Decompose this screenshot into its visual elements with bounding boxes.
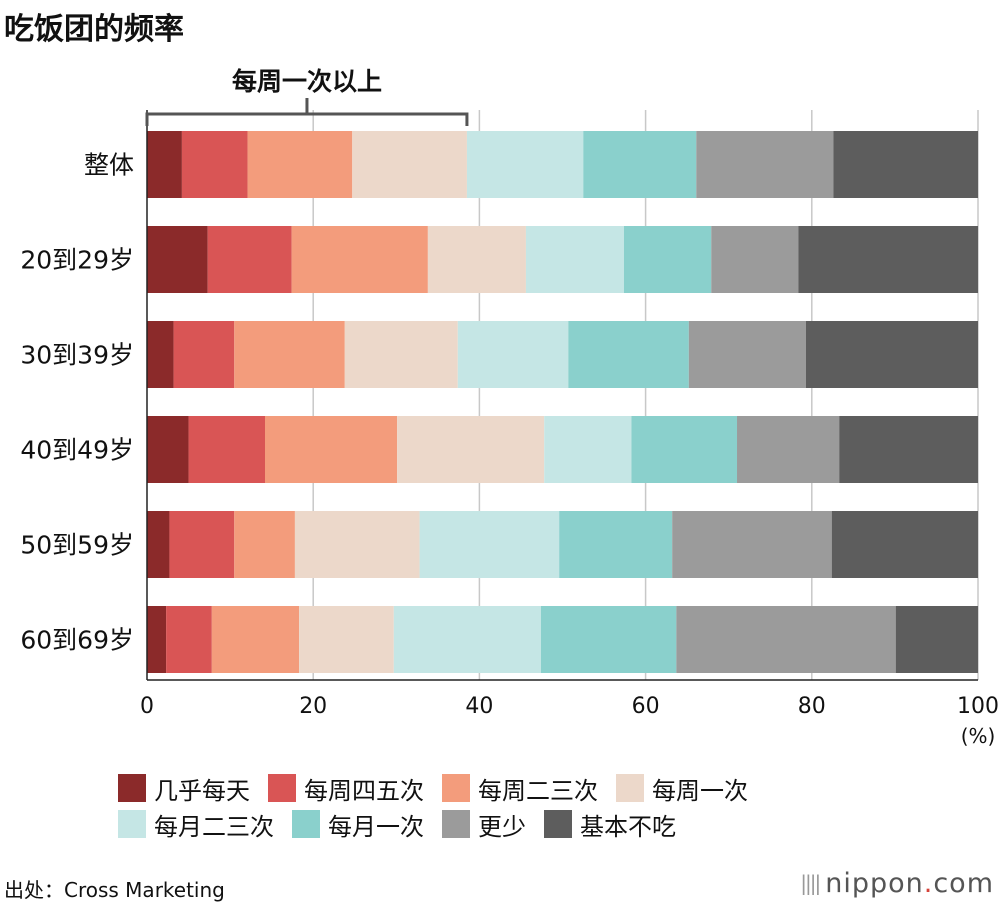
bar-segment: [147, 511, 170, 578]
legend-label: 每月二三次: [154, 812, 274, 841]
legend-row-1: 几乎每天 每周四五次 每周二三次 每周一次: [118, 770, 918, 806]
legend-item: 每周二三次: [442, 771, 598, 806]
bar-segment: [672, 511, 832, 578]
bar-segment: [631, 416, 738, 483]
bar-segment: [711, 226, 799, 293]
brand-dot: .: [923, 868, 934, 899]
bar-segment: [540, 606, 677, 673]
x-tick-label: 60: [632, 694, 660, 719]
category-label: 整体: [84, 151, 134, 180]
legend-label: 基本不吃: [580, 812, 676, 841]
category-label: 30到39岁: [20, 341, 134, 370]
category-label: 60到69岁: [20, 626, 134, 655]
bar-segment: [169, 511, 235, 578]
bar-segment: [676, 606, 896, 673]
bar-segment: [805, 321, 978, 388]
legend-swatch: [442, 810, 470, 838]
bar-segment: [234, 321, 345, 388]
bar-segment: [393, 606, 541, 673]
bar-segment: [466, 131, 584, 198]
legend-label: 更少: [478, 812, 526, 841]
bar-segment: [688, 321, 806, 388]
bar-segment: [147, 131, 182, 198]
bar-segment: [831, 511, 978, 578]
brand-tld: com: [933, 868, 994, 899]
bar-segment: [419, 511, 560, 578]
bar-segment: [397, 416, 545, 483]
bar-segment: [352, 131, 467, 198]
category-label: 40到49岁: [20, 436, 134, 465]
bar-segment: [294, 511, 420, 578]
bar-segment: [544, 416, 632, 483]
x-unit-label: (%): [961, 724, 996, 748]
bar-segment: [166, 606, 212, 673]
chart-title: 吃饭团的频率: [4, 12, 184, 47]
bar-segment: [737, 416, 840, 483]
legend-swatch: [292, 810, 320, 838]
bar-segment: [234, 511, 295, 578]
bar-segment: [583, 131, 697, 198]
bar-segment: [147, 226, 208, 293]
bar-segment: [559, 511, 673, 578]
legend-swatch: [616, 774, 644, 802]
bar-segment: [147, 321, 174, 388]
x-tick-label: 100: [957, 694, 999, 719]
bar-segment: [247, 131, 353, 198]
legend-label: 每月一次: [328, 812, 424, 841]
legend-item: 更少: [442, 807, 526, 842]
x-tick-label: 40: [465, 694, 493, 719]
legend-item: 每月一次: [292, 807, 424, 842]
x-tick-label: 20: [299, 694, 327, 719]
bar-segment: [895, 606, 978, 673]
bar-segment: [211, 606, 300, 673]
category-label: 50到59岁: [20, 531, 134, 560]
bar-segment: [299, 606, 394, 673]
legend-label: 每周一次: [652, 776, 748, 805]
legend-swatch: [118, 774, 146, 802]
x-tick-label: 0: [140, 694, 154, 719]
stacked-bar-chart: 整体 20到29岁 30到39岁 40到49岁 50到59岁 60到69岁 0 20 40 60 8…: [20, 67, 999, 748]
legend-item: 几乎每天: [118, 771, 250, 806]
bar-segment: [173, 321, 235, 388]
bar-segment: [181, 131, 248, 198]
bar-segment: [525, 226, 624, 293]
bar-segment: [833, 131, 978, 198]
legend-item: 基本不吃: [544, 807, 676, 842]
bar-segment: [207, 226, 292, 293]
bar-segment: [188, 416, 266, 483]
bracket: [145, 112, 469, 126]
bar-segment: [265, 416, 398, 483]
legend-row-2: 每月二三次 每月一次 更少 基本不吃: [118, 806, 918, 842]
bar-segment: [291, 226, 428, 293]
bar-segment: [457, 321, 569, 388]
bar-segment: [839, 416, 978, 483]
legend-swatch: [118, 810, 146, 838]
source-note: 出处：Cross Marketing: [4, 878, 225, 902]
legend-swatch: [442, 774, 470, 802]
legend-item: 每周四五次: [268, 771, 424, 806]
legend-item: 每月二三次: [118, 807, 274, 842]
legend-label: 每周四五次: [304, 776, 424, 805]
brand-name: nippon: [825, 868, 924, 899]
legend-item: 每周一次: [616, 771, 748, 806]
legend-label: 几乎每天: [154, 776, 250, 805]
bar-segment: [147, 606, 167, 673]
bar-segment: [344, 321, 458, 388]
bar-segment: [568, 321, 689, 388]
x-tick-label: 80: [798, 694, 826, 719]
bar-segment: [798, 226, 978, 293]
legend-swatch: [544, 810, 572, 838]
bar-segment: [696, 131, 834, 198]
legend-swatch: [268, 774, 296, 802]
bar-segment: [147, 416, 189, 483]
bar-segment: [623, 226, 712, 293]
bracket-label: 每周一次以上: [232, 67, 382, 96]
category-label: 20到29岁: [20, 246, 134, 275]
legend: 几乎每天 每周四五次 每周二三次 每周一次 每月二三次 每月一次 更少 基本不吃: [118, 770, 918, 842]
brand-bars-icon: ||||: [800, 871, 821, 895]
bar-segment: [427, 226, 526, 293]
legend-label: 每周二三次: [478, 776, 598, 805]
brand-logo: |||| nippon.com: [800, 868, 994, 899]
